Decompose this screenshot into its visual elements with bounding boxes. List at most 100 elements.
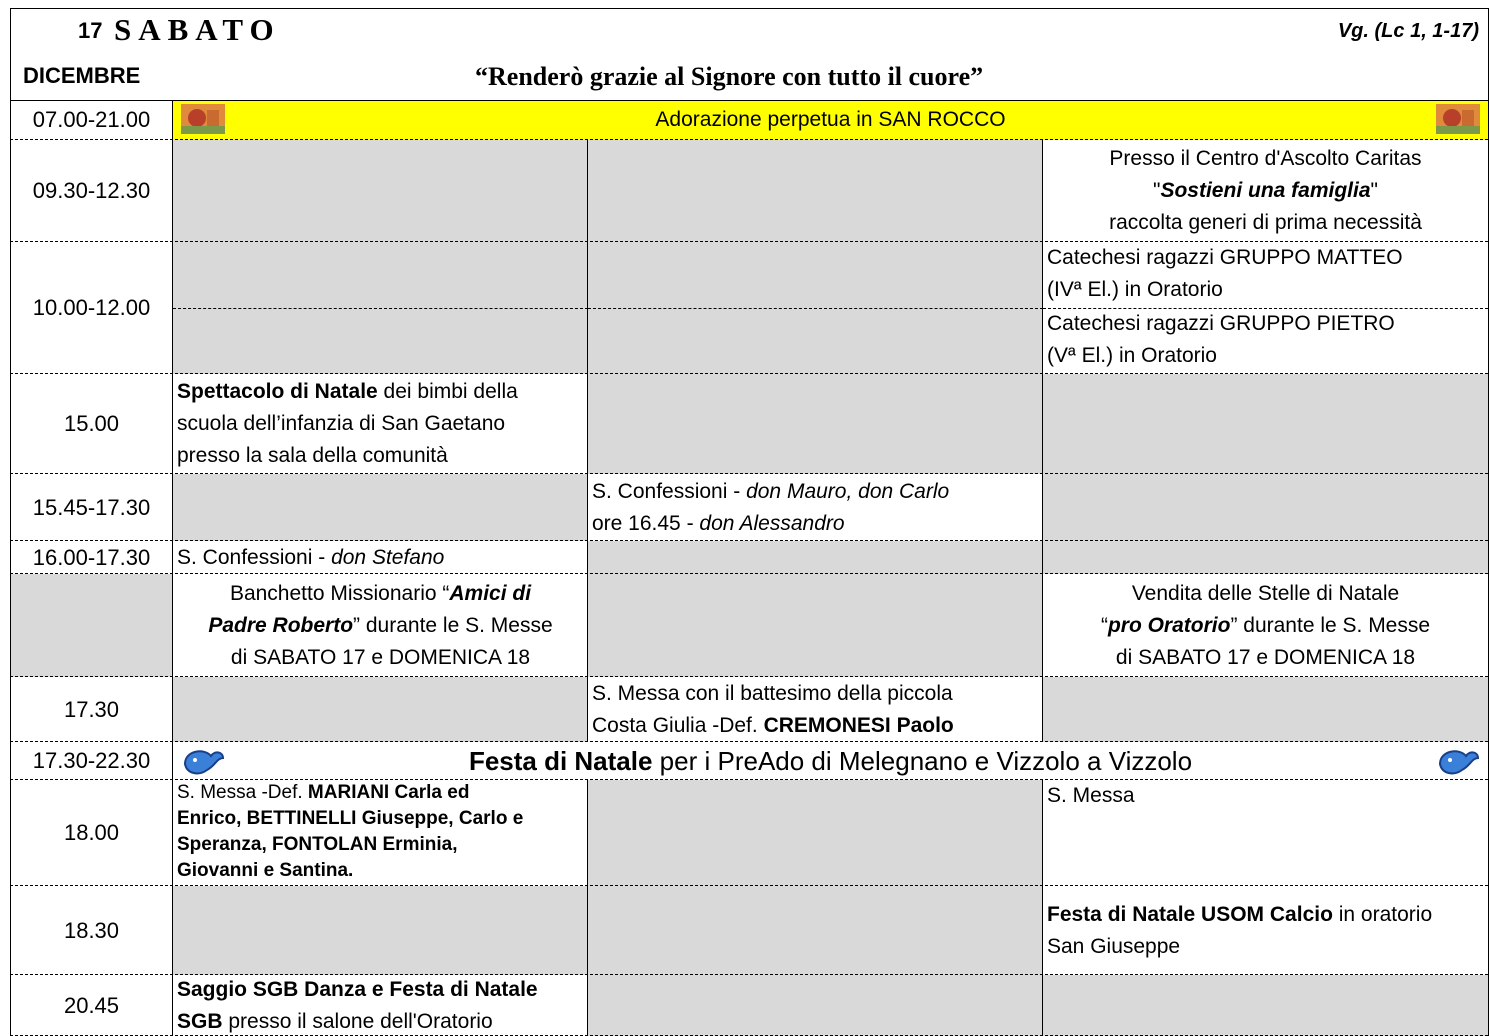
dashed-rule [10,573,1488,574]
text-line: Presso il Centro d'Ascolto Caritas [1047,143,1484,175]
text-line: Saggio SGB Danza e Festa di Natale [177,975,584,1006]
text-line: Festa di Natale per i PreAdo di Melegnan… [177,744,1484,778]
event-cell: S. Messa con il battesimo della piccola C… [588,677,1043,742]
column-rule [1042,242,1043,374]
icon [1432,744,1482,778]
text-line: S. Confessioni - don Mauro, don Carlo [592,476,1039,508]
column-rule [587,140,588,242]
text-run: ” durante le S. Messe [1230,613,1431,637]
column-rule [1042,975,1043,1036]
text-line: S. Messa con il battesimo della piccola [592,678,1039,710]
column-rule [172,242,173,374]
text-line: Banchetto Missionario “Amici di [177,578,584,610]
text-run: di SABATO 17 e DOMENICA 18 [230,645,531,669]
event-cell [1043,975,1488,1036]
text-run: Festa di Natale USOM Calcio [1047,902,1333,926]
event-cell [588,140,1043,242]
event-cell [588,541,1043,574]
text-line: Festa di Natale USOM Calcio in oratorio [1047,899,1484,931]
text-run: pro Oratorio [1107,613,1231,637]
text-run: Catechesi ragazzi GRUPPO PIETRO [1047,312,1395,335]
event-cell [588,975,1043,1036]
text-run: Sostieni una famiglia [1160,179,1371,202]
time-cell: 15.45-17.30 [10,474,173,541]
event-cell [588,886,1043,975]
text-run: don Mauro, don Carlo [746,479,950,503]
text-run: (IVª El.) in Oratorio [1047,278,1223,301]
icon-dove [1438,750,1480,775]
column-rule [1042,886,1043,975]
event-cell [588,574,1043,677]
dashed-rule [10,373,1488,374]
column-rule [172,140,173,242]
column-rule [1042,574,1043,677]
text-line: (IVª El.) in Oratorio [1047,274,1484,306]
text-run: presso la sala della comunità [177,444,448,467]
event-cell: S. Confessioni - don Stefano [173,541,588,574]
text-run: Enrico, BETTINELLI Giuseppe, Carlo e [177,808,524,829]
icon-picture [181,104,225,134]
dashed-rule [10,473,1488,474]
text-run: S. Messa con il battesimo della piccola [592,681,953,705]
column-rule [587,574,588,677]
time-cell [10,574,173,677]
text-run: scuola dell’infanzia di San Gaetano [177,412,506,435]
text-run: Presso il Centro d'Ascolto Caritas [1109,147,1422,170]
text-run: S. Confessioni - [177,545,332,569]
text-line: San Giuseppe [1047,931,1484,963]
event-cell: S. Confessioni - don Mauro, don Carlo ore… [588,474,1043,541]
event-cell: Catechesi ragazzi GRUPPO PIETRO (Vª El.) … [1043,308,1488,374]
day-number: 17 [78,18,103,43]
time-cell: 16.00-17.30 [10,541,173,574]
icon [177,102,227,136]
text-run: S. Messa -Def. [177,782,308,803]
text-run: Speranza, FONTOLAN Erminia, [177,834,458,855]
icon-picture [1436,104,1480,134]
text-run: raccolta generi di prima necessità [1109,211,1422,234]
text-line: S. Messa [1047,780,1484,812]
event-cell [1043,677,1488,742]
text-run: di SABATO 17 e DOMENICA 18 [1115,645,1416,669]
time-cell: 17.30 [10,677,173,742]
dashed-rule [10,741,1488,742]
column-rule [172,780,173,886]
time-cell: 15.00 [10,374,173,474]
text-line: di SABATO 17 e DOMENICA 18 [1047,642,1484,674]
text-run: ore 16.45 - [592,511,700,535]
event-cell [588,780,1043,886]
text-run: Banchetto Missionario “ [229,581,450,605]
icon-dove [183,750,225,775]
text-run: S. Messa [1047,784,1135,807]
column-rule [1042,780,1043,886]
column-rule [587,886,588,975]
text-run: in oratorio [1332,902,1433,926]
text-run: Costa Giulia -Def. [592,713,764,737]
text-line: Padre Roberto” durante le S. Messe [177,610,584,642]
column-rule [172,474,173,541]
text-run: San Giuseppe [1047,934,1181,958]
motto: “Renderò grazie al Signore con tutto il … [475,62,984,91]
event-cell: Festa di Natale per i PreAdo di Melegnan… [173,742,1488,780]
dashed-rule [10,676,1488,677]
text-run: dei bimbi della [377,380,518,403]
text-run: Amici di [449,581,532,605]
text-line: Adorazione perpetua in SAN ROCCO [177,104,1484,136]
text-run: presso il salone dell'Oratorio [222,1009,493,1033]
column-rule [587,780,588,886]
text-run: MARIANI Carla ed [307,782,470,803]
dashed-rule [10,540,1488,541]
column-rule [172,374,173,474]
outer-border [10,8,1489,1036]
text-line: di SABATO 17 e DOMENICA 18 [177,642,584,674]
text-line: raccolta generi di prima necessità [1047,207,1484,239]
time-cell: 09.30-12.30 [10,140,173,242]
event-cell: Presso il Centro d'Ascolto Caritas "Sosti… [1043,140,1488,242]
event-cell: Saggio SGB Danza e Festa di Natale SGB pr… [173,975,588,1036]
column-rule [172,886,173,975]
text-line: presso la sala della comunità [177,440,584,472]
event-cell [173,474,588,541]
event-cell [173,140,588,242]
text-line: SGB presso il salone dell'Oratorio [177,1006,584,1036]
time-cell: 18.00 [10,780,173,886]
